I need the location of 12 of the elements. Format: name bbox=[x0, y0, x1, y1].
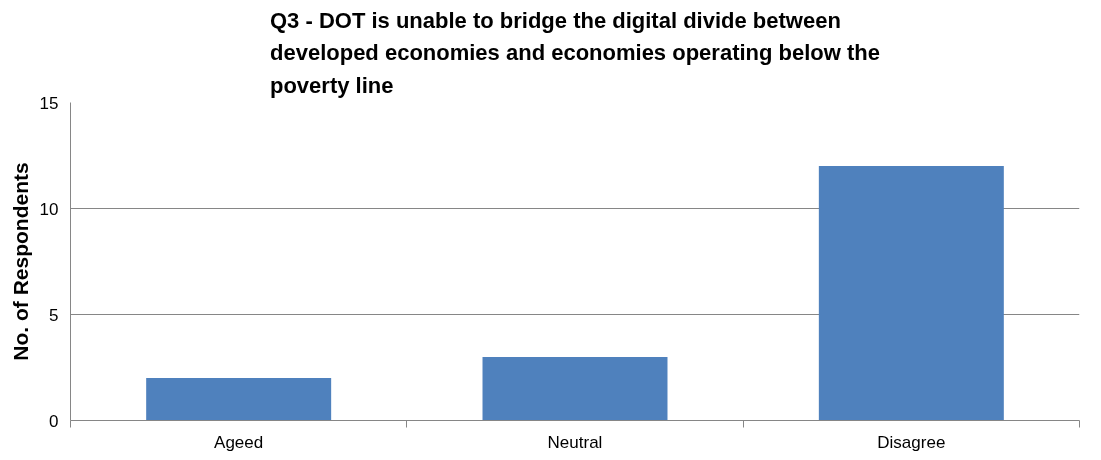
x-tick-label: Ageed bbox=[214, 432, 264, 452]
y-axis-title: No. of Respondents bbox=[8, 162, 32, 361]
chart-title: Q3 - DOT is unable to bridge the digital divide between developed economies and economies operating below the poverty line bbox=[269, 7, 881, 98]
bar bbox=[482, 356, 668, 421]
y-tick-label: 15 bbox=[39, 93, 59, 113]
bar bbox=[818, 166, 1004, 421]
y-tick-label: 10 bbox=[39, 199, 59, 219]
x-tick-label: Disagree bbox=[877, 432, 946, 452]
x-tick-label: Neutral bbox=[547, 432, 603, 452]
bar bbox=[146, 378, 332, 421]
y-tick-label: 0 bbox=[49, 411, 59, 431]
y-tick-label: 5 bbox=[49, 305, 59, 325]
